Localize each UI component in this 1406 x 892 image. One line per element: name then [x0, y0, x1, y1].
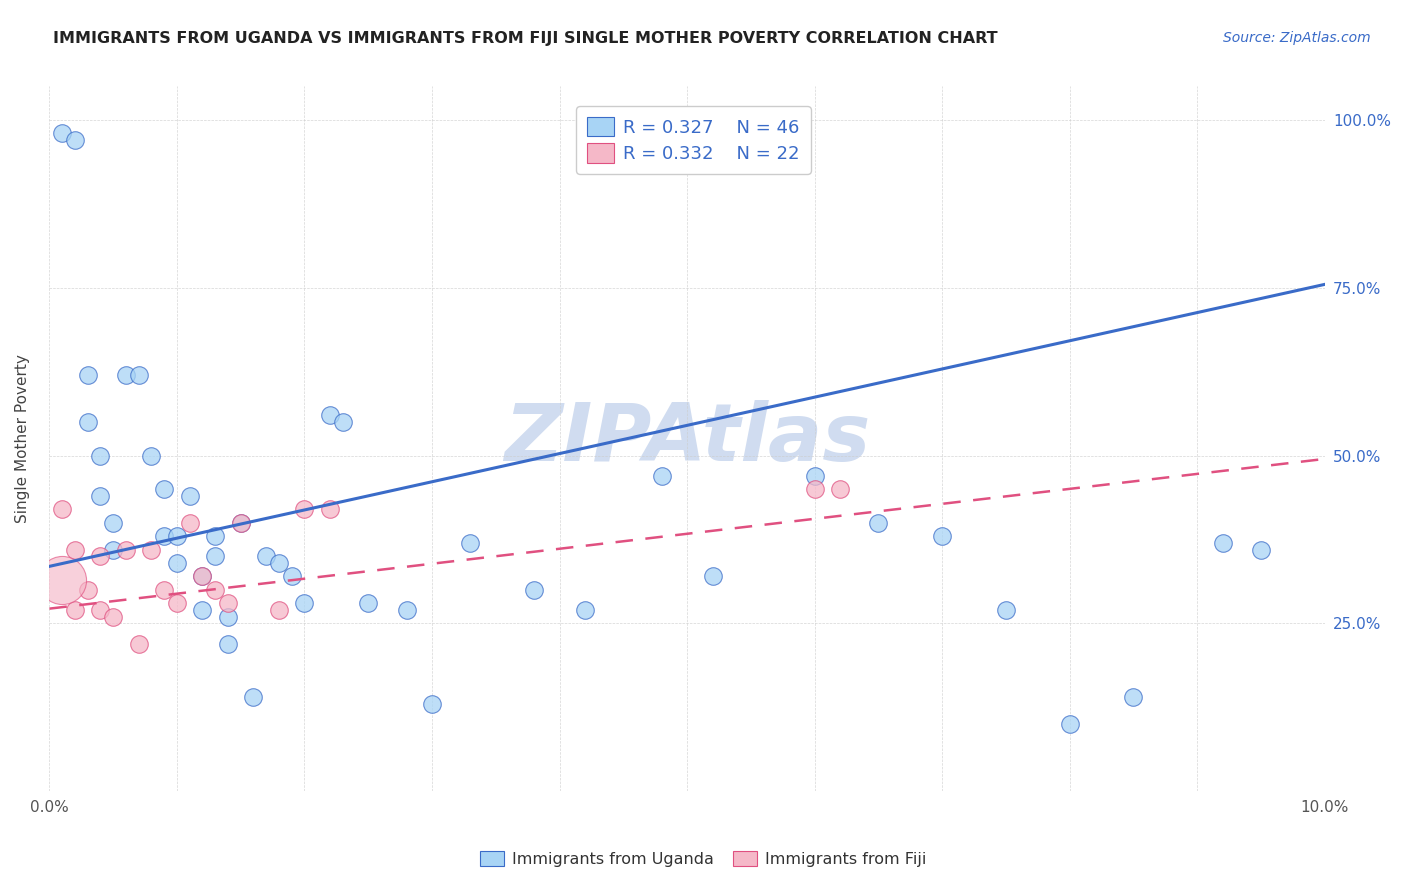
Point [254, 549, 277, 564]
Point [204, 549, 226, 564]
Point [153, 529, 176, 543]
Point [166, 596, 188, 610]
Point [179, 489, 201, 503]
Point [267, 556, 290, 570]
Point [332, 415, 354, 429]
Point [574, 603, 596, 617]
Point [115, 368, 138, 382]
Point [651, 468, 673, 483]
Point [141, 542, 163, 557]
Text: Source: ZipAtlas.com: Source: ZipAtlas.com [1223, 31, 1371, 45]
Point [128, 636, 150, 650]
Point [828, 482, 851, 496]
Point [1059, 717, 1081, 731]
Point [1212, 536, 1234, 550]
Point [420, 697, 443, 711]
Point [868, 516, 890, 530]
Point [994, 603, 1017, 617]
Point [229, 516, 252, 530]
Point [51, 502, 73, 516]
Point [204, 529, 226, 543]
Point [103, 516, 125, 530]
Point [242, 690, 264, 705]
Y-axis label: Single Mother Poverty: Single Mother Poverty [15, 354, 30, 524]
Point [1122, 690, 1144, 705]
Text: IMMIGRANTS FROM UGANDA VS IMMIGRANTS FROM FIJI SINGLE MOTHER POVERTY CORRELATION: IMMIGRANTS FROM UGANDA VS IMMIGRANTS FRO… [53, 31, 998, 46]
Legend: R = 0.327    N = 46, R = 0.332    N = 22: R = 0.327 N = 46, R = 0.332 N = 22 [576, 106, 811, 174]
Point [76, 415, 98, 429]
Point [89, 489, 111, 503]
Point [217, 596, 239, 610]
Point [458, 536, 481, 550]
Point [103, 542, 125, 557]
Point [166, 556, 188, 570]
Point [89, 449, 111, 463]
Point [319, 502, 342, 516]
Point [702, 569, 724, 583]
Point [153, 582, 176, 597]
Point [63, 542, 86, 557]
Point [803, 468, 825, 483]
Point [191, 569, 214, 583]
Point [803, 482, 825, 496]
Point [1250, 542, 1272, 557]
Point [76, 368, 98, 382]
Legend: Immigrants from Uganda, Immigrants from Fiji: Immigrants from Uganda, Immigrants from … [474, 845, 932, 873]
Point [280, 569, 302, 583]
Point [217, 636, 239, 650]
Text: ZIPAtlas: ZIPAtlas [503, 400, 870, 478]
Point [294, 596, 316, 610]
Point [76, 582, 98, 597]
Point [51, 573, 73, 587]
Point [128, 368, 150, 382]
Point [523, 582, 546, 597]
Point [89, 603, 111, 617]
Point [931, 529, 953, 543]
Point [229, 516, 252, 530]
Point [191, 603, 214, 617]
Point [191, 569, 214, 583]
Point [115, 542, 138, 557]
Point [357, 596, 380, 610]
Point [319, 409, 342, 423]
Point [166, 529, 188, 543]
Point [179, 516, 201, 530]
Point [63, 603, 86, 617]
Point [204, 582, 226, 597]
Point [89, 549, 111, 564]
Point [63, 133, 86, 147]
Point [51, 126, 73, 140]
Point [267, 603, 290, 617]
Point [217, 609, 239, 624]
Point [395, 603, 418, 617]
Point [103, 609, 125, 624]
Point [153, 482, 176, 496]
Point [141, 449, 163, 463]
Point [294, 502, 316, 516]
